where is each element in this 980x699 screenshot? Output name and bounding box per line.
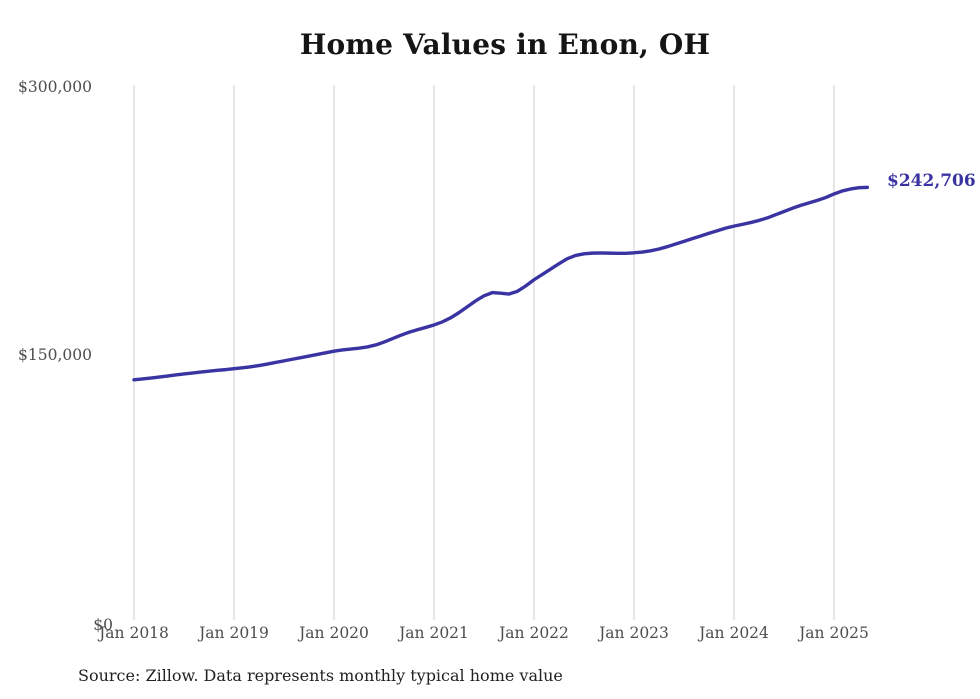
chart-title: Home Values in Enon, OH (299, 28, 711, 61)
y-tick-label-2: $300,000 (18, 78, 92, 96)
home-value-line (132, 185, 870, 382)
y-tick-label-0: $0 (93, 616, 113, 634)
x-tick-label-jan-2021: Jan 2021 (399, 624, 469, 642)
x-tick-label-jan-2025: Jan 2025 (799, 624, 869, 642)
x-tick-label-jan-2023: Jan 2023 (599, 624, 669, 642)
x-tick-label-jan-2020: Jan 2020 (299, 624, 369, 642)
y-tick-label-1: $150,000 (18, 346, 92, 364)
x-tick-label-jan-2022: Jan 2022 (499, 624, 569, 642)
latest-value-label: $242,706 (887, 171, 976, 192)
x-tick-label-jan-2018: Jan 2018 (99, 624, 169, 642)
x-tick-label-jan-2024: Jan 2024 (699, 624, 769, 642)
x-tick-label-jan-2019: Jan 2019 (199, 624, 269, 642)
source-note: Source: Zillow. Data represents monthly … (78, 666, 563, 685)
